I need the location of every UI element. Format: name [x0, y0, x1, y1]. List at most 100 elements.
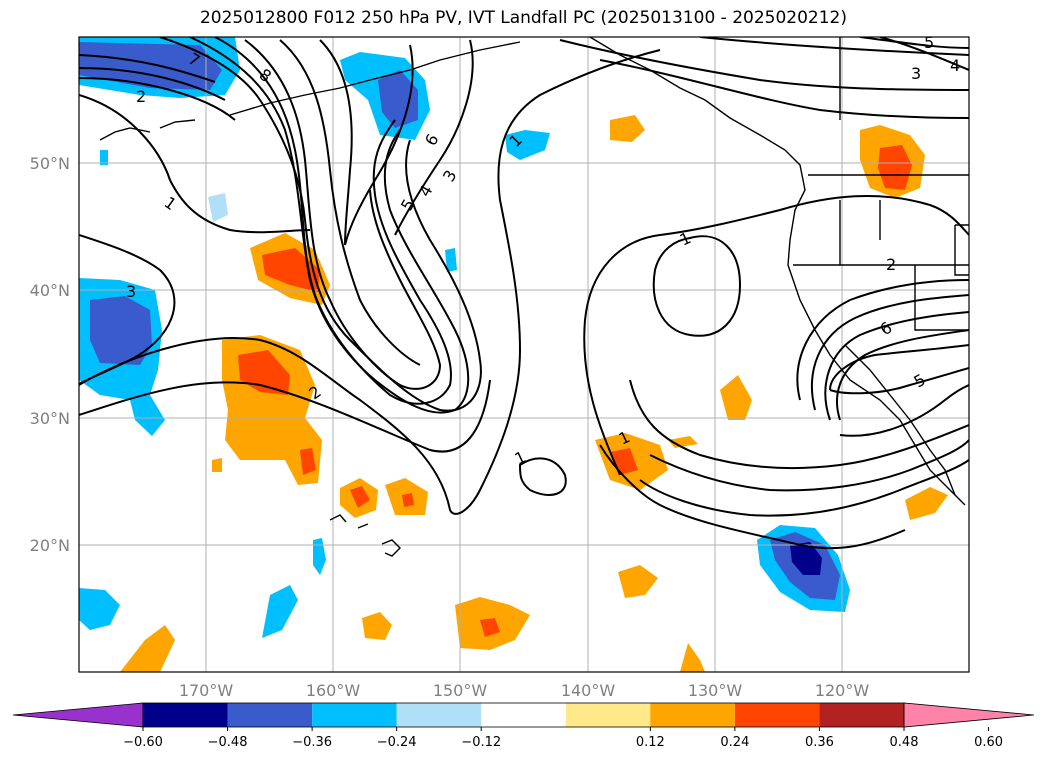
contour-line [189, 37, 470, 414]
positive-anomaly-region [878, 145, 912, 190]
positive-anomaly-region [402, 493, 414, 507]
contour-line [244, 39, 442, 390]
hawaii-island [381, 539, 401, 557]
colorbar-segment [396, 703, 482, 727]
colorbar-segment [227, 703, 313, 727]
contour-label: 3 [439, 167, 461, 185]
colorbar-tick-label: −0.36 [292, 735, 332, 750]
colorbar-tick-label: 0.12 [636, 735, 665, 750]
state-border [914, 265, 969, 331]
coastlines [99, 37, 969, 557]
colorbar-segment [565, 703, 651, 727]
contour-line [79, 54, 216, 83]
negative-anomaly-region [262, 585, 298, 638]
contour-line [652, 235, 742, 337]
contour-line [79, 77, 236, 121]
shaded-anomalies [79, 37, 948, 672]
contour-line [344, 44, 414, 246]
contour-line [829, 344, 969, 395]
positive-anomaly-region [668, 436, 698, 448]
negative-anomaly-region [90, 296, 152, 365]
latitude-axis: 50°N 40°N 30°N 20°N [30, 154, 70, 555]
contour-line [79, 49, 661, 515]
map-title: 2025012800 F012 250 hPa PV, IVT Landfall… [199, 8, 847, 28]
colorbar-segment [481, 703, 566, 727]
lat-tick-label: 50°N [30, 154, 70, 173]
colorbar-segment [312, 703, 397, 727]
lon-tick-label: 120°W [815, 681, 870, 700]
contour-line [836, 329, 969, 421]
contour-label: 5 [924, 33, 934, 52]
contour-line [79, 67, 226, 101]
contour-line [599, 444, 906, 550]
contour-label: 3 [911, 64, 921, 83]
lat-tick-label: 20°N [30, 536, 70, 555]
positive-anomaly-region [610, 448, 638, 475]
contour-label: 4 [950, 56, 960, 75]
contour-label: 4 [415, 182, 437, 200]
negative-anomaly-region [445, 248, 457, 272]
negative-anomaly-region [79, 42, 222, 90]
contour-label: 2 [136, 87, 146, 106]
contour-label: 1 [512, 447, 529, 469]
hawaii-island [329, 514, 347, 523]
longitude-axis: 170°W 160°W 150°W 140°W 130°W 120°W [179, 681, 870, 700]
colorbar-tick-label: −0.24 [377, 735, 417, 750]
negative-anomaly-region [100, 150, 108, 165]
contour-line [796, 279, 969, 401]
contour-line [879, 37, 969, 71]
contour-line [79, 94, 311, 234]
positive-anomaly-region [905, 487, 948, 520]
negative-anomaly-region [790, 542, 822, 575]
colorbar-tick-label: 0.48 [890, 735, 919, 750]
colorbar-segment [143, 703, 228, 727]
contour-line [279, 39, 421, 366]
positive-anomaly-region [610, 115, 645, 142]
positive-anomaly-region [212, 458, 222, 472]
contour-label: 2 [886, 255, 896, 274]
contour-line [518, 457, 567, 496]
negative-anomaly-region [505, 130, 550, 160]
contour-line [394, 39, 474, 236]
contour-line [629, 379, 969, 469]
contour-line [319, 39, 353, 246]
colorbar: −0.60 −0.48 −0.36 −0.24 −0.12 0.12 0.24 0.36 0.4… [12, 702, 1035, 750]
colorbar-extend-min [12, 702, 144, 728]
contour-line [583, 194, 969, 476]
colorbar-border [142, 702, 905, 728]
lon-tick-label: 170°W [179, 681, 234, 700]
positive-anomaly-region [480, 618, 500, 637]
contour-line [824, 311, 969, 421]
contour-line [599, 59, 969, 119]
positive-anomaly-region [618, 565, 658, 598]
aleutian-island [159, 119, 196, 129]
contour-label: 8 [256, 65, 275, 86]
colorbar-tick-label: 0.36 [805, 735, 834, 750]
contour-label: 6 [421, 131, 443, 149]
negative-anomaly-region [79, 588, 120, 630]
aleutian-island [99, 127, 151, 141]
contour-line [859, 37, 969, 49]
colorbar-tick-label: −0.48 [208, 735, 248, 750]
colorbar-segment [819, 703, 904, 727]
state-border [954, 224, 969, 276]
positive-anomaly-region [362, 612, 392, 640]
gridlines [79, 37, 969, 672]
contour-label: 3 [126, 282, 136, 301]
lon-tick-label: 130°W [688, 681, 743, 700]
map-frame [78, 36, 970, 673]
positive-anomaly-region [680, 643, 705, 672]
contour-label: 1 [161, 193, 180, 214]
colorbar-segment [734, 703, 820, 727]
colorbar-tick-label: 0.60 [974, 735, 1003, 750]
alaska-coastline [229, 41, 521, 116]
lat-tick-label: 40°N [30, 281, 70, 300]
colorbar-tick-label: −0.12 [461, 735, 501, 750]
positive-anomaly-region [300, 448, 316, 475]
positive-anomaly-region [720, 375, 752, 420]
contour-line [649, 439, 969, 492]
contour-line [559, 39, 969, 91]
lon-tick-label: 140°W [561, 681, 616, 700]
hawaii-island [357, 523, 369, 529]
